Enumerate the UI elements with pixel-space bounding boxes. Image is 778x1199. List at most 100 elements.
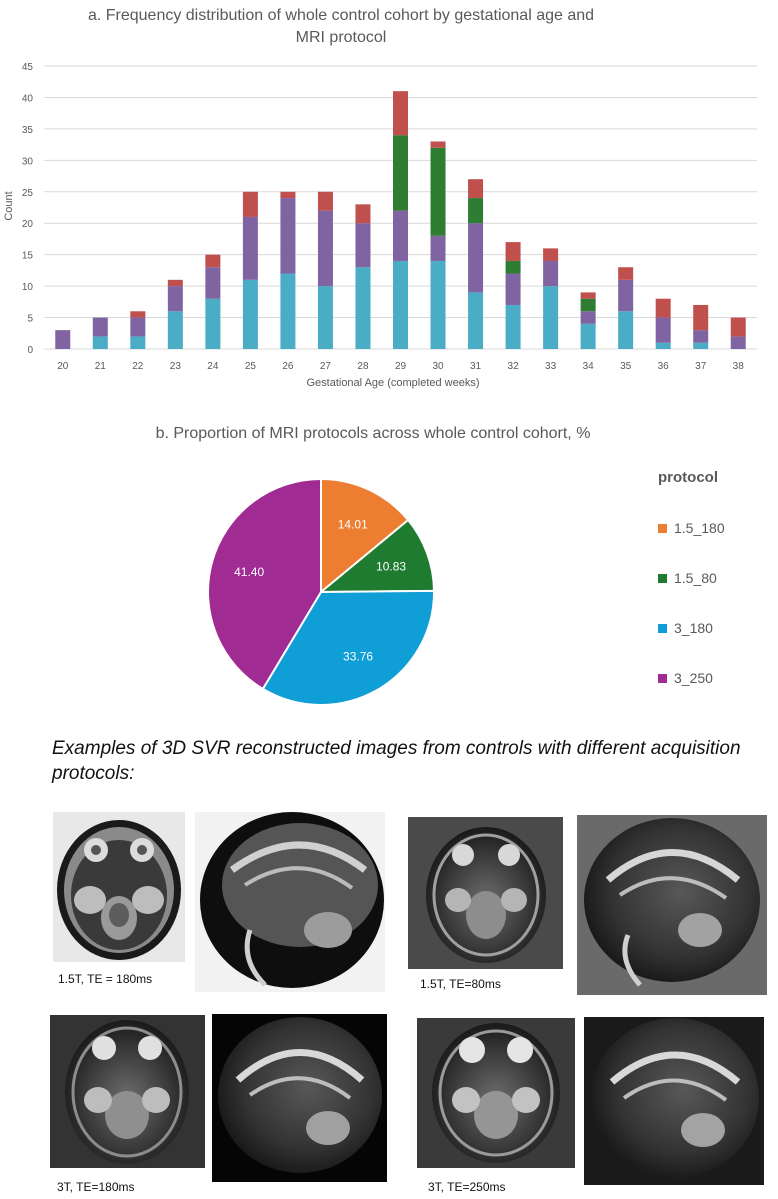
- bar-segment: [280, 191, 296, 199]
- x-tick-label: 33: [545, 361, 557, 372]
- bar-segment: [130, 317, 146, 337]
- caption-3t-180: 3T, TE=180ms: [57, 1180, 134, 1194]
- bar-segment: [730, 336, 746, 349]
- bar-chart-title-line-1: a. Frequency distribution of whole contr…: [88, 7, 594, 24]
- bar-segment: [430, 141, 446, 148]
- bar-segment: [468, 223, 484, 293]
- x-tick-label: 37: [695, 361, 707, 372]
- x-tick-label: 22: [132, 361, 144, 372]
- legend-swatch: [658, 674, 667, 683]
- mri-sagittal-image-3: [212, 1014, 387, 1182]
- bar-segment: [505, 273, 521, 305]
- x-tick-label: 23: [170, 361, 182, 372]
- legend-label: 3_180: [674, 620, 713, 636]
- mri-sagittal-image-4: [584, 1017, 764, 1185]
- caption-1-5t-80: 1.5T, TE=80ms: [420, 977, 501, 991]
- bar-segment: [167, 286, 183, 312]
- x-tick-label: 30: [432, 361, 444, 372]
- bar-segment: [242, 279, 258, 349]
- bar-segment: [655, 342, 671, 349]
- x-tick-label: 38: [733, 361, 745, 372]
- bar-segment: [655, 298, 671, 318]
- bar-segment: [693, 342, 709, 349]
- legend-swatch: [658, 574, 667, 583]
- bar-chart-bars: [55, 91, 746, 349]
- legend-label: 1.5_180: [674, 520, 725, 536]
- y-tick-label: 35: [22, 125, 34, 136]
- bar-segment: [355, 223, 371, 268]
- bar-segment: [130, 311, 146, 318]
- bar-segment: [130, 336, 146, 349]
- y-tick-label: 15: [22, 251, 34, 262]
- y-tick-label: 20: [22, 219, 34, 230]
- legend-label: 3_250: [674, 670, 713, 686]
- bar-segment: [618, 267, 634, 280]
- pie-slice-label: 14.01: [338, 518, 368, 532]
- y-tick-label: 5: [27, 314, 33, 325]
- examples-title: Examples of 3D SVR reconstructed images …: [52, 738, 741, 784]
- pie-chart-title: b. Proportion of MRI protocols across wh…: [156, 425, 591, 442]
- bar-segment: [317, 210, 333, 287]
- pie-slice-labels: 14.01 10.83 33.76 41.40: [234, 518, 406, 664]
- pie-slice: [318, 518, 436, 594]
- pie-slices: [207, 477, 436, 706]
- bar-segment: [317, 286, 333, 349]
- x-tick-label: 32: [508, 361, 520, 372]
- bar-segment: [167, 311, 183, 349]
- bar-segment: [55, 330, 71, 349]
- mri-axial-image-2: [408, 817, 563, 969]
- mri-axial-image-4: [417, 1018, 575, 1168]
- pie-slice-label: 41.40: [234, 565, 264, 579]
- bar-segment: [505, 304, 521, 349]
- y-tick-label: 40: [22, 93, 34, 104]
- bar-segment: [92, 317, 108, 337]
- bar-segment: [355, 267, 371, 349]
- bar-segment: [730, 317, 746, 337]
- bar-segment: [618, 279, 634, 312]
- pie-slice: [320, 477, 410, 595]
- bar-chart-x-ticks: 20 21 22 23 24 25 26 27 28 29 30 31 32 33 34 35 36 37 38: [57, 361, 744, 372]
- mri-examples: 1.5T, TE = 180ms 1.5T, TE=80ms: [50, 812, 767, 1194]
- bar-segment: [468, 292, 484, 349]
- bar-segment: [205, 267, 221, 299]
- legend-label: 1.5_80: [674, 570, 717, 586]
- bar-chart-title-line-2: MRI protocol: [296, 29, 387, 46]
- mri-sagittal-image-1: [195, 812, 385, 992]
- caption-1-5t-180: 1.5T, TE = 180ms: [58, 972, 152, 986]
- bar-segment: [393, 91, 408, 136]
- bar-segment: [693, 330, 709, 343]
- mri-axial-image-3: [50, 1015, 205, 1168]
- bar-segment: [580, 311, 596, 324]
- y-tick-label: 30: [22, 156, 34, 167]
- mri-axial-image-1: [53, 812, 185, 962]
- bar-segment: [430, 260, 446, 349]
- bar-segment: [430, 147, 446, 236]
- bar-segment: [280, 198, 296, 274]
- bar-segment: [393, 135, 408, 211]
- bar-segment: [205, 298, 221, 349]
- x-tick-label: 21: [95, 361, 107, 372]
- pie-chart: b. Proportion of MRI protocols across wh…: [156, 425, 725, 706]
- x-tick-label: 25: [245, 361, 257, 372]
- bar-segment: [205, 254, 221, 268]
- bar-segment: [693, 304, 709, 331]
- x-tick-label: 35: [620, 361, 632, 372]
- pie-legend: 1.5_180 1.5_80 3_180 3_250: [658, 520, 725, 686]
- bar-segment: [280, 273, 296, 349]
- y-tick-label: 25: [22, 188, 34, 199]
- x-axis-label: Gestational Age (completed weeks): [306, 377, 479, 389]
- x-tick-label: 36: [658, 361, 670, 372]
- bar-segment: [92, 336, 108, 349]
- bar-segment: [317, 191, 333, 211]
- bar-segment: [242, 191, 258, 217]
- bar-segment: [580, 323, 596, 349]
- bar-segment: [393, 260, 408, 349]
- pie-slice-label: 10.83: [376, 559, 406, 573]
- bar-segment: [355, 204, 371, 224]
- y-tick-label: 10: [22, 282, 34, 293]
- bar-chart-y-ticks: 0 5 10 15 20 25 30 35 40 45: [22, 62, 34, 356]
- bar-segment: [580, 292, 596, 299]
- legend-title: protocol: [658, 469, 718, 486]
- bar-segment: [505, 260, 521, 274]
